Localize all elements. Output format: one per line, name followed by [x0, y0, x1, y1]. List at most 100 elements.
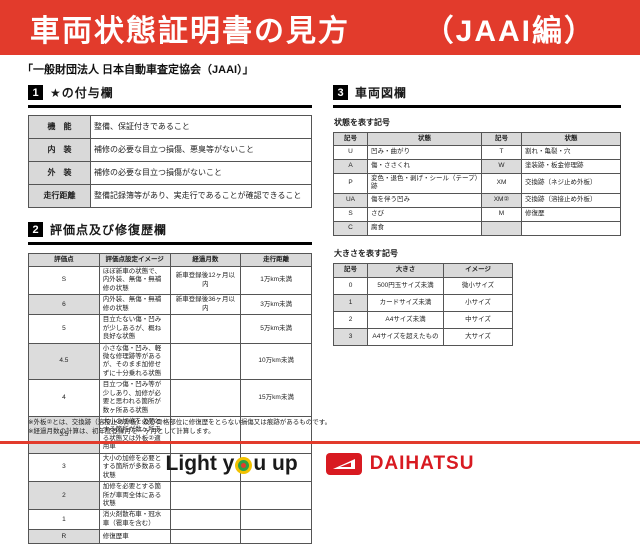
table-cell: 6: [28, 294, 100, 316]
table-cell: 小サイズ: [443, 293, 513, 312]
table-cell: 交換跡（ネジ止め外板）: [521, 173, 621, 194]
table-cell: [169, 314, 242, 344]
table: 機 能整備、保証付きであること内 装補修の必要な目立つ損傷、悪臭等がないこと外 …: [28, 115, 312, 208]
table: 評価点 評価点設定イメージ 経過月数 走行距離 S ほぼ新車の状態で、内外装、無傷・無補修…: [28, 253, 312, 544]
table-cell: 加修を必要とする箇所が車両全体にある状態: [98, 481, 171, 511]
size-symbols-label: 大きさを表す記号: [334, 248, 398, 258]
table-cell: [240, 481, 312, 511]
table-cell: 傷・ささくれ: [367, 159, 482, 174]
table-cell: [169, 509, 242, 531]
section-title-diagram: 車両図欄: [355, 86, 408, 100]
table-cell: 整備記録簿等があり、実走行であることが確認できること: [90, 184, 312, 208]
page-title: 車両状態証明書の見方: [30, 14, 350, 48]
column-header: 経過月数: [169, 253, 242, 267]
table-cell: P: [333, 173, 368, 194]
table-cell: 3: [333, 327, 368, 346]
table-cell: 微小サイズ: [443, 276, 513, 295]
table-cell: 補修の必要な目立つ損傷、悪臭等がないこと: [90, 138, 312, 162]
table-cell: [240, 416, 312, 454]
section-number-1: 1: [28, 85, 43, 100]
table-cell: 新車登録後12ヶ月以内: [169, 265, 242, 296]
table-cell: 中サイズ: [443, 310, 513, 329]
table-cell: 10万km未満: [240, 342, 312, 381]
table-cell: W: [481, 159, 522, 174]
table-cell: 腐食: [367, 220, 482, 236]
table-cell: 5: [28, 314, 100, 344]
table: 記号 状態 記号 状態 U 凹み・曲がり T 割れ・亀裂・穴 A 傷・ささくれ W 塗装跡・板金修理跡…: [333, 132, 621, 236]
column-header: 記号: [481, 132, 522, 146]
table-cell: 15万km未満: [240, 379, 312, 417]
target-circle-icon: [235, 457, 253, 474]
table-cell: 1万km未満: [240, 265, 312, 296]
table-row: 走行距離 整備記録簿等があり、実走行であることが確認できること: [28, 184, 312, 208]
column-header: 評価点: [28, 253, 100, 267]
table-cell: 新車登録後36ヶ月以内: [169, 294, 242, 316]
table-cell: 3: [28, 452, 100, 483]
column-header: 評価点設定イメージ: [98, 253, 171, 267]
table-cell: A4サイズ未満: [367, 310, 444, 329]
table-row: 3 大小の加修を必要とする箇所が多数ある状態: [28, 452, 312, 483]
table-cell: 目立つ傷・凹み等が少しあり、加修が必要と思われる箇所が数ヶ所ある状態: [98, 379, 171, 417]
page-banner: 車両状態証明書の見方 （JAAI編）: [0, 0, 640, 55]
star-criteria-table: 機 能整備、保証付きであること内 装補修の必要な目立つ損傷、悪臭等がないこと外 …: [28, 115, 312, 208]
column-header: 状態: [521, 132, 621, 146]
table-row: 4.5 小さな傷・凹み、軽微な修理跡等があるが、そのまま加修せずに十分乗れる状態 1…: [28, 342, 312, 381]
evaluation-points-table: 評価点 評価点設定イメージ 経過月数 走行距離 S ほぼ新車の状態で、内外装、無傷・無補修…: [28, 253, 312, 544]
table-cell: 割れ・亀裂・穴: [521, 145, 621, 160]
table-cell: 傷を伴う凹み: [367, 192, 482, 208]
table-cell: [240, 509, 312, 531]
footnote-outer-panel: ※外板②とは、交換跡（溶接止め外板）及び骨格部位に修復歴をとらない損傷又は痕跡が…: [28, 419, 332, 426]
table-row: 2 A4サイズ未満 中サイズ: [333, 310, 513, 329]
table-cell: A4サイズを超えたもの: [367, 327, 444, 346]
table-cell: [481, 220, 522, 236]
footnotes: ※外板②とは、交換跡（溶接止め外板）及び骨格部位に修復歴をとらない損傷又は痕跡が…: [28, 418, 331, 437]
issuer-subtitle: 「一般財団法人 日本自動車査定協会（JAAI）」: [22, 64, 254, 76]
table-cell: 整備、保証付きであること: [90, 115, 312, 139]
section-header-diagram: 3 車両図欄: [333, 84, 621, 108]
table-row: 1 カードサイズ未満 小サイズ: [333, 293, 513, 312]
column-header: 記号: [333, 132, 368, 146]
table-cell: [169, 452, 242, 483]
table-row: 3.5 大小の加修を必要とする箇所が数ヶ所ある状態又は外板②適用車: [28, 416, 312, 454]
table-row: 0 500円玉サイズ未満 微小サイズ: [333, 276, 513, 295]
light-you-up-text-right: u up: [253, 452, 298, 475]
table-cell: 修復歴: [521, 206, 621, 222]
table-cell: 外 装: [28, 161, 91, 185]
table-cell: U: [333, 145, 368, 160]
table-cell: [240, 529, 312, 544]
table-row: 3 A4サイズを超えたもの 大サイズ: [333, 327, 513, 346]
table-cell: 交換跡（溶接止め外板）: [521, 192, 621, 208]
right-column: 3 車両図欄 状態を表す記号 記号 状態 記号 状態 U 凹み・曲がり T 割れ・亀裂・穴 A 傷…: [333, 84, 621, 346]
table-cell: [169, 481, 242, 511]
table-row: P 変色・退色・剥げ・シール（テープ）跡 XM 交換跡（ネジ止め外板）: [333, 173, 621, 194]
daihatsu-logo: DAIHATSU: [325, 453, 475, 475]
section-title-star: ★の付与欄: [50, 86, 114, 100]
table-cell: 機 能: [28, 115, 91, 139]
table-cell: 3.5: [28, 416, 100, 454]
daihatsu-wordmark: DAIHATSU: [369, 453, 475, 474]
table-cell: [169, 379, 242, 417]
table-cell: A: [333, 159, 368, 174]
state-symbols-table: 記号 状態 記号 状態 U 凹み・曲がり T 割れ・亀裂・穴 A 傷・ささくれ W 塗装跡・板金修理跡…: [333, 132, 621, 236]
table-cell: 大小の加修を必要とする箇所が数ヶ所ある状態又は外板②適用車: [98, 416, 171, 454]
table-cell: 4: [28, 379, 100, 417]
size-symbols-table: 記号 大きさ イメージ 0 500円玉サイズ未満 微小サイズ 1 カードサイズ未満 小サイズ 2 A…: [333, 262, 513, 346]
table-cell: C: [333, 220, 368, 236]
table-cell: T: [481, 145, 522, 160]
table-cell: S: [28, 265, 100, 296]
column-header: 走行距離: [240, 253, 312, 267]
table-cell: 2: [28, 481, 100, 511]
table-cell: さび: [367, 206, 482, 222]
table-cell: 内 装: [28, 138, 91, 162]
footer-logos: Light y u up DAIHATSU: [0, 449, 640, 479]
table-cell: カードサイズ未満: [367, 293, 444, 312]
table-cell: 変色・退色・剥げ・シール（テープ）跡: [367, 173, 482, 194]
table-cell: 消火剤散布車・冠水車（雹車を含む）: [98, 509, 171, 531]
section-number-3: 3: [333, 85, 348, 100]
section-header-star: 1 ★の付与欄: [28, 84, 312, 108]
table: 記号 大きさ イメージ 0 500円玉サイズ未満 微小サイズ 1 カードサイズ未満 小サイズ 2 A…: [333, 262, 513, 346]
table-cell: 4.5: [28, 342, 100, 381]
table-row: 機 能整備、保証付きであること: [28, 115, 312, 139]
footer-divider-line: [0, 441, 640, 444]
table-cell: 目立たない傷・凹みが少しあるが、概ね良好な状態: [98, 314, 171, 344]
